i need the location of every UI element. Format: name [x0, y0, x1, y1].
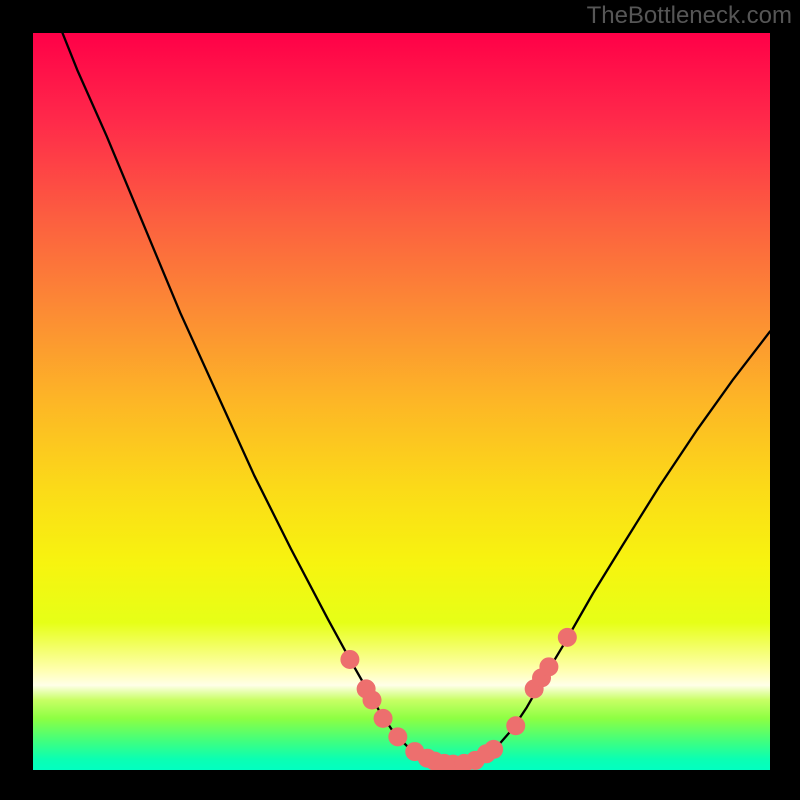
marker-dot	[539, 657, 558, 676]
marker-dot	[506, 716, 525, 735]
chart-svg	[0, 0, 800, 800]
marker-dot	[388, 727, 407, 746]
marker-dot	[558, 628, 577, 647]
plot-background	[33, 33, 770, 770]
marker-dot	[374, 709, 393, 728]
watermark-text: TheBottleneck.com	[587, 2, 792, 30]
marker-dot	[340, 650, 359, 669]
marker-dot	[484, 740, 503, 759]
marker-dot	[363, 690, 382, 709]
